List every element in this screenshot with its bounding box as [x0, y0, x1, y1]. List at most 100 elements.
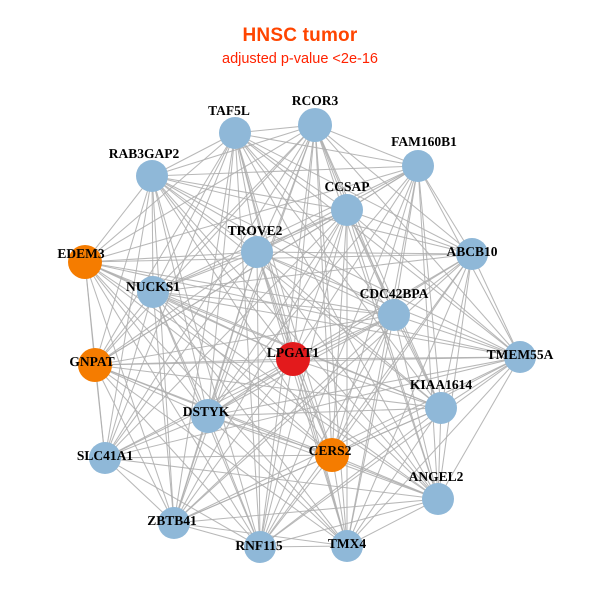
network-node[interactable]	[191, 399, 225, 433]
network-edge	[104, 291, 154, 459]
network-edge	[207, 415, 348, 547]
network-edge	[292, 209, 348, 360]
network-edge	[151, 175, 294, 360]
network-edge	[331, 209, 348, 456]
network-edge	[292, 356, 521, 360]
network-edge	[207, 124, 316, 417]
network-edge	[84, 261, 175, 524]
network-edge	[94, 364, 442, 409]
network-edge	[152, 291, 395, 316]
network-edge	[152, 165, 419, 293]
network-node[interactable]	[244, 531, 276, 563]
network-node[interactable]	[504, 341, 536, 373]
network-edge	[207, 253, 473, 417]
network-node[interactable]	[219, 117, 251, 149]
network-edge	[151, 175, 209, 417]
network-node[interactable]	[378, 299, 410, 331]
network-edge	[256, 251, 348, 547]
network-node[interactable]	[241, 236, 273, 268]
network-edge	[94, 209, 348, 366]
network-edge	[207, 358, 294, 417]
network-edge	[173, 498, 439, 524]
network-edge	[104, 415, 209, 459]
network-edge	[173, 454, 333, 524]
network-edge	[104, 454, 333, 459]
network-edge	[152, 251, 258, 293]
network-edge	[207, 132, 236, 417]
network-edge	[152, 253, 473, 293]
network-edge	[94, 132, 236, 366]
network-edge	[346, 314, 395, 547]
network-node[interactable]	[137, 276, 169, 308]
network-edge	[437, 356, 521, 500]
network-node[interactable]	[315, 438, 349, 472]
network-edge	[256, 209, 348, 253]
network-edge	[151, 175, 175, 524]
network-edge	[152, 124, 316, 293]
network-edge	[471, 253, 521, 358]
network-edge	[151, 175, 395, 316]
network-node[interactable]	[68, 245, 102, 279]
network-edge	[94, 364, 261, 548]
network-node[interactable]	[298, 108, 332, 142]
network-edge	[151, 175, 521, 358]
network-edge	[292, 314, 395, 360]
network-edge	[234, 132, 521, 358]
network-edge	[152, 291, 175, 524]
network-edge	[152, 291, 294, 360]
network-edge	[417, 165, 439, 500]
page-subtitle: adjusted p-value <2e-16	[222, 51, 378, 67]
network-edge	[152, 291, 439, 500]
network-edge	[84, 253, 473, 263]
network-edge	[94, 364, 175, 524]
network-edge	[437, 253, 473, 500]
network-node[interactable]	[402, 150, 434, 182]
network-edge	[259, 314, 395, 548]
network-node[interactable]	[331, 194, 363, 226]
network-edge	[152, 291, 333, 456]
network-edge	[207, 415, 261, 548]
network-edge	[234, 132, 348, 211]
network-node[interactable]	[89, 442, 121, 474]
network-edge	[84, 261, 395, 316]
network-edge	[84, 124, 316, 263]
network-node[interactable]	[456, 238, 488, 270]
network-edge	[256, 251, 395, 316]
network-edge	[104, 356, 521, 459]
network-edge	[84, 132, 236, 263]
network-edge	[393, 314, 442, 409]
network-edge	[151, 175, 154, 293]
network-edge	[234, 132, 348, 547]
network-node[interactable]	[276, 342, 310, 376]
network-edge	[84, 261, 209, 417]
network-edge	[314, 124, 333, 456]
network-edge	[256, 251, 439, 500]
page-title: HNSC tumor	[242, 25, 358, 46]
network-node[interactable]	[136, 160, 168, 192]
network-edge	[234, 132, 419, 167]
network-edge	[151, 175, 348, 211]
network-edge	[234, 132, 333, 456]
network-edge	[393, 165, 419, 316]
network-node[interactable]	[331, 530, 363, 562]
network-edge	[173, 209, 348, 524]
network-edge	[173, 358, 294, 524]
network-edge	[94, 314, 395, 366]
network-node[interactable]	[78, 348, 112, 382]
network-edge	[104, 209, 348, 459]
network-edge	[173, 356, 521, 524]
network-edge	[331, 253, 473, 456]
network-node[interactable]	[425, 392, 457, 424]
network-edge	[104, 457, 261, 548]
network-edge	[207, 356, 521, 417]
network-edge	[256, 251, 261, 548]
network-edge	[151, 175, 258, 253]
network-node[interactable]	[422, 483, 454, 515]
network-edge	[346, 407, 442, 547]
network-node[interactable]	[158, 507, 190, 539]
network-edge	[94, 364, 348, 547]
network-edge	[314, 124, 419, 167]
figure-title-block: HNSC tumor adjusted p-value <2e-16	[0, 26, 600, 67]
